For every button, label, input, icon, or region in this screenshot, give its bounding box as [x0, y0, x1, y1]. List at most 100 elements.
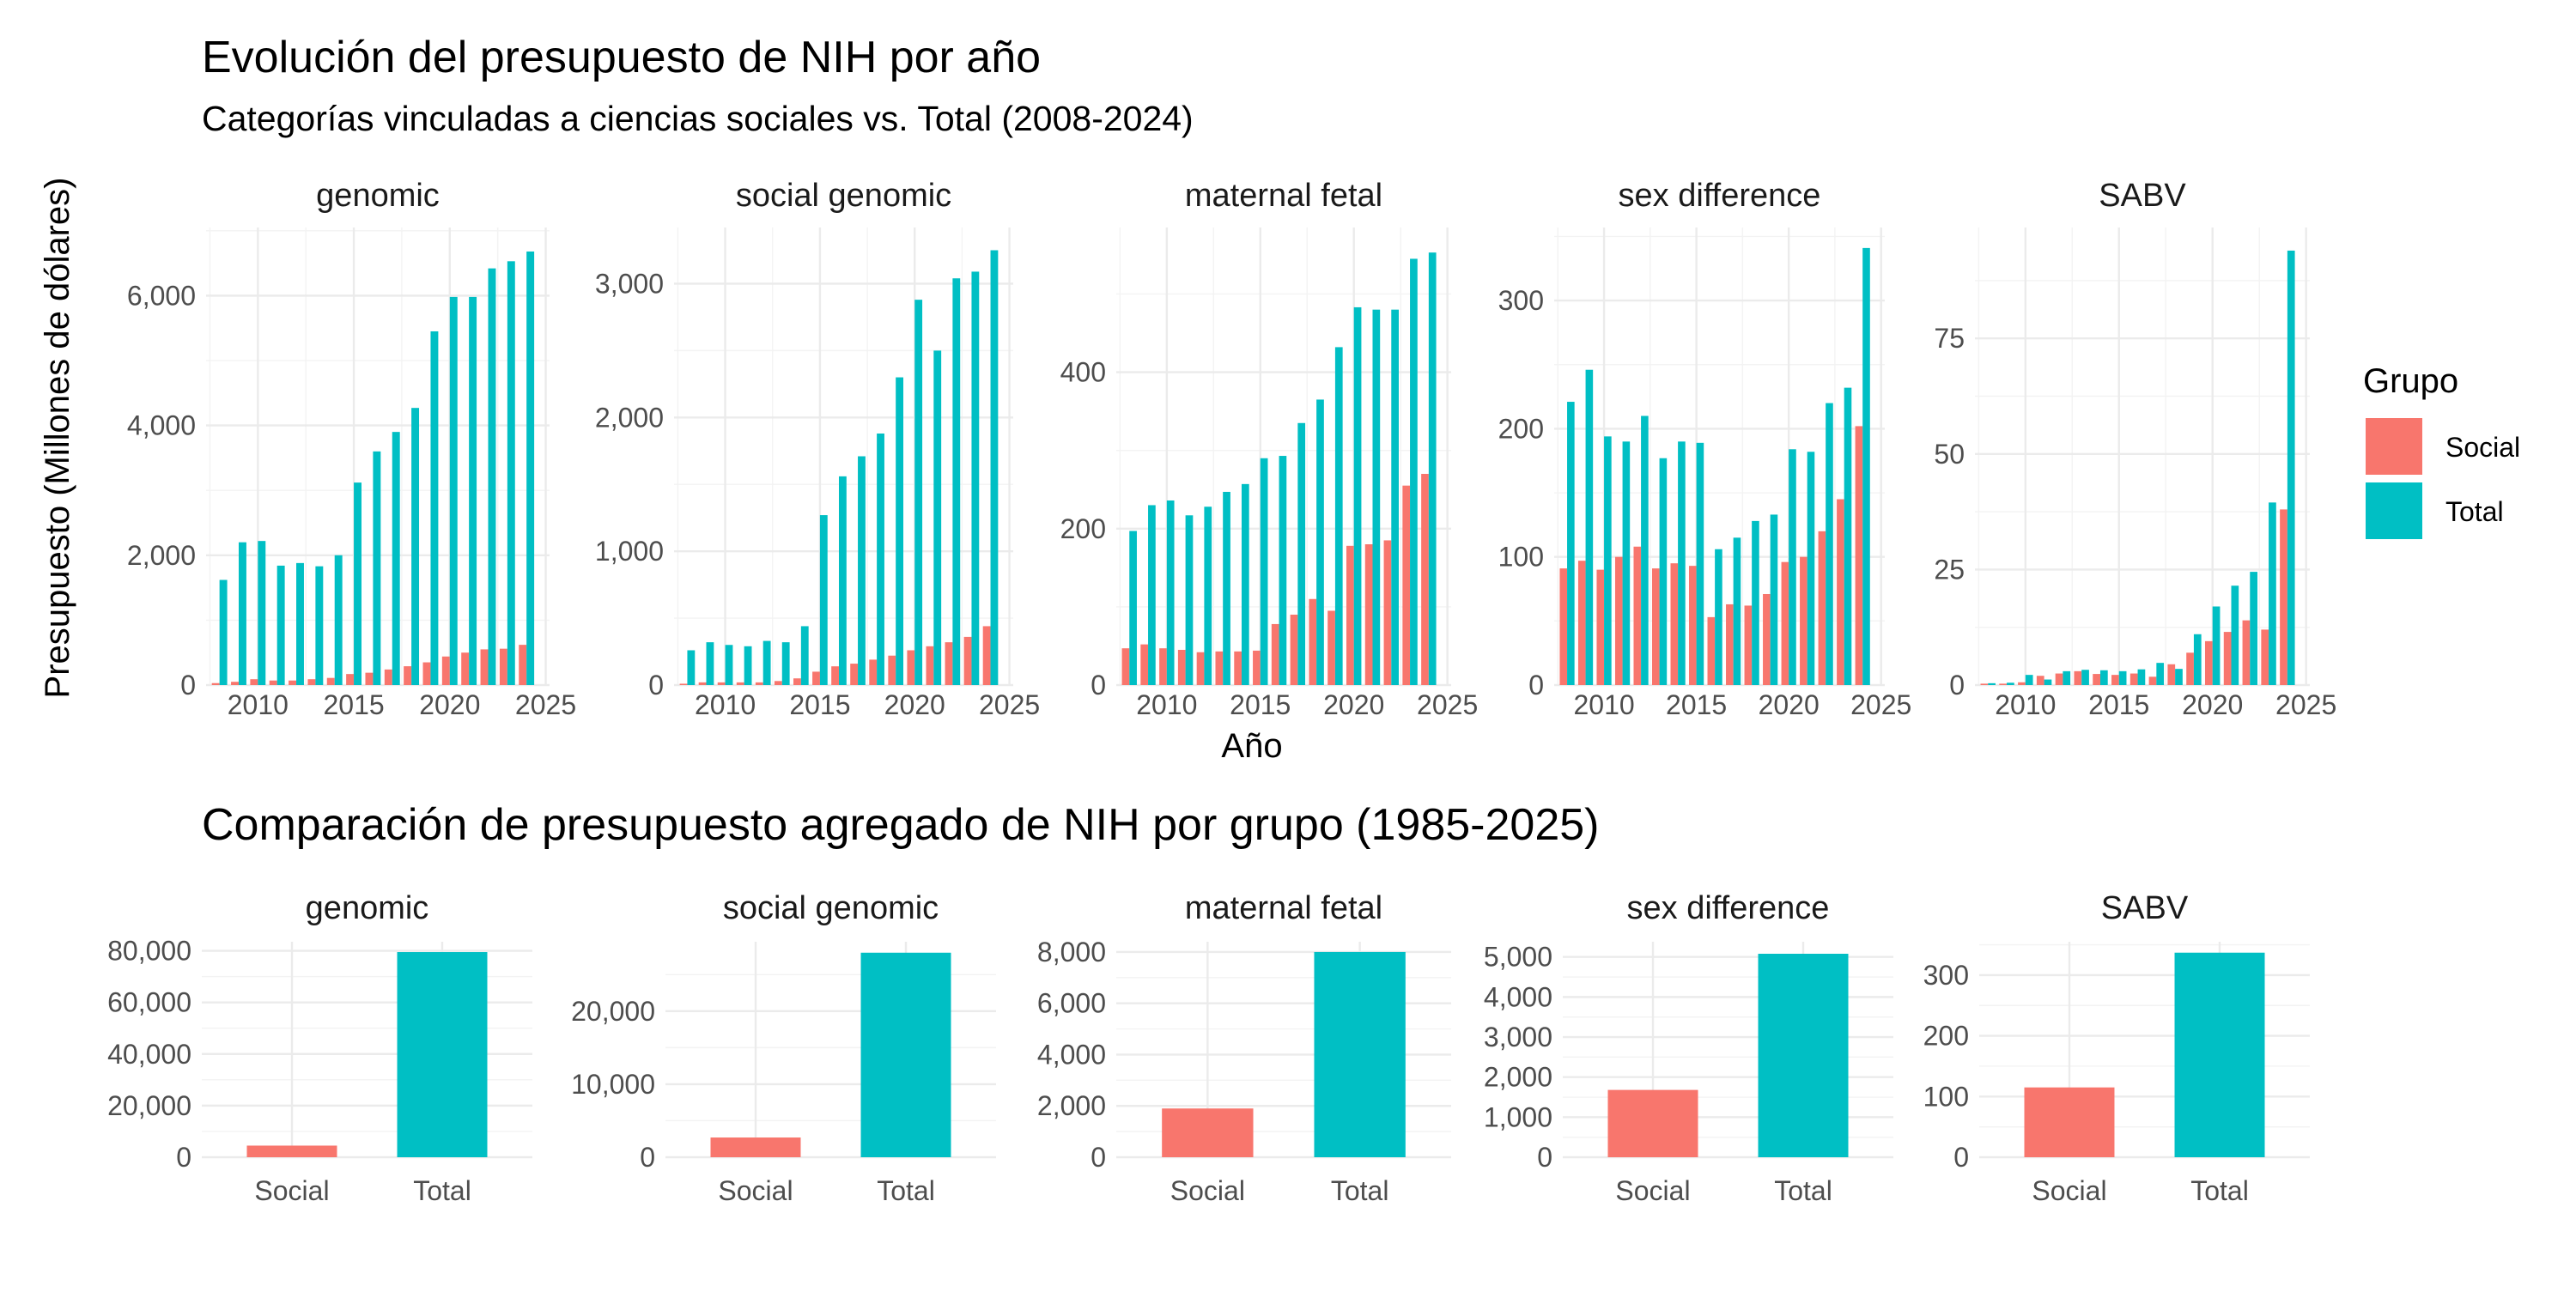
bar-social-2015 — [346, 674, 355, 685]
y-tick-label: 20,000 — [107, 1090, 191, 1121]
bar-social-2013 — [1215, 651, 1224, 685]
bar-total-2008 — [1567, 402, 1575, 685]
x-tick-label: 2015 — [1230, 689, 1291, 720]
bar-social-2018 — [404, 666, 412, 685]
aggregate-bar-total — [1314, 951, 1406, 1157]
x-tick-label: 2015 — [323, 689, 384, 720]
x-tick-label: 2010 — [1573, 689, 1634, 720]
y-tick-label: 6,000 — [127, 280, 196, 311]
x-tick-label: 2015 — [789, 689, 850, 720]
y-tick-label: 80,000 — [107, 936, 191, 967]
bar-total-2021 — [2231, 585, 2239, 685]
bar-social-2023 — [1837, 499, 1844, 685]
x-tick-label: Social — [1170, 1175, 1245, 1206]
bar-social-2010 — [250, 679, 258, 685]
bar-total-2016 — [2137, 669, 2146, 685]
bar-social-2015 — [1689, 566, 1697, 685]
bar-social-2012 — [1196, 652, 1205, 685]
y-axis-title: Presupuesto (Millones de dólares) — [39, 178, 76, 699]
x-tick-label: Social — [718, 1175, 793, 1206]
bar-total-2016 — [838, 476, 847, 685]
bar-total-2009 — [706, 642, 714, 685]
y-tick-label: 200 — [1060, 513, 1106, 544]
y-tick-label: 0 — [1949, 670, 1965, 701]
bar-total-2019 — [1770, 514, 1778, 685]
bar-total-2020 — [914, 300, 923, 685]
bar-total-2015 — [2118, 670, 2127, 685]
aggregate-bar-social — [1607, 1089, 1698, 1157]
bar-social-2021 — [1800, 556, 1807, 685]
bar-social-2021 — [1364, 544, 1373, 685]
bar-social-2008 — [679, 683, 688, 685]
bar-total-2009 — [2007, 682, 2014, 685]
bar-social-2023 — [499, 648, 507, 685]
y-tick-label: 2,000 — [1037, 1090, 1106, 1121]
bar-total-2014 — [2099, 670, 2108, 685]
y-tick-label: 40,000 — [107, 1039, 191, 1070]
bar-social-2014 — [793, 678, 801, 685]
y-tick-label: 4,000 — [127, 410, 196, 441]
bar-total-2008 — [1988, 682, 1996, 685]
bar-social-2020 — [441, 656, 450, 685]
facet-strip-label: social genomic — [736, 178, 951, 214]
y-tick-label: 8,000 — [1037, 937, 1106, 967]
bar-social-2009 — [698, 682, 707, 685]
x-tick-label: Social — [254, 1175, 329, 1206]
bar-social-2016 — [2129, 673, 2138, 685]
y-tick-label: 6,000 — [1037, 988, 1106, 1019]
bar-social-2022 — [480, 649, 489, 685]
bar-total-2011 — [1185, 515, 1194, 685]
bar-social-2014 — [1670, 563, 1679, 685]
bar-social-2017 — [1726, 604, 1734, 685]
x-tick-label: 2025 — [1417, 689, 1478, 720]
bar-total-2020 — [449, 296, 458, 685]
bar-social-2021 — [2223, 632, 2232, 685]
aggregate-facet-maternal-fetal: 0 2,000 4,000 6,000 8,000 Social Total maternal… — [1037, 890, 1451, 1206]
bar-social-2020 — [1346, 545, 1354, 685]
y-tick-label: 2,000 — [127, 540, 196, 571]
bar-total-2017 — [392, 432, 400, 685]
bar-social-2011 — [1177, 650, 1186, 685]
y-tick-label: 2,000 — [595, 402, 664, 433]
bar-total-2014 — [1241, 483, 1249, 685]
bar-social-2012 — [2055, 673, 2063, 685]
y-tick-label: 3,000 — [595, 268, 664, 299]
bar-total-2016 — [1715, 549, 1722, 685]
bar-total-2008 — [687, 650, 696, 685]
bar-social-2019 — [2186, 652, 2194, 685]
facet-strip-label: maternal fetal — [1185, 178, 1382, 214]
bar-total-2020 — [1353, 306, 1362, 685]
y-tick-label: 10,000 — [571, 1069, 655, 1100]
bar-total-2011 — [744, 646, 752, 685]
aggregate-bar-total — [397, 952, 488, 1157]
y-tick-label: 0 — [180, 670, 196, 701]
facet-maternal-fetal: 0 200 400 2010 2015 2020 2025 maternal fetal — [1060, 178, 1479, 720]
bar-social-2020 — [907, 650, 915, 685]
bar-social-2013 — [1651, 568, 1660, 685]
facet-strip-label: SABV — [2101, 890, 2189, 926]
y-tick-label: 75 — [1934, 323, 1965, 354]
bar-total-2017 — [2156, 663, 2165, 685]
aggregate-bar-social — [1162, 1108, 1254, 1157]
bar-total-2019 — [1334, 347, 1343, 685]
aggregate-facet-genomic: 0 20,000 40,000 60,000 80,000 Social Total geno… — [107, 890, 532, 1206]
facet-sex-difference: 0 100 200 300 2010 2015 2020 2025 sex difference — [1498, 178, 1912, 720]
bar-total-2015 — [354, 482, 362, 685]
bar-total-2016 — [1279, 456, 1287, 685]
bar-social-2015 — [2111, 675, 2119, 685]
bar-social-2008 — [1121, 648, 1130, 685]
x-tick-label: 2010 — [1136, 689, 1197, 720]
bar-social-2017 — [384, 669, 392, 685]
y-tick-label: 0 — [1091, 670, 1106, 701]
bar-social-2020 — [1781, 561, 1789, 685]
y-tick-label: 20,000 — [571, 996, 655, 1027]
facet-strip-label: social genomic — [723, 890, 939, 926]
bottom-chart-title: Comparación de presupuesto agregado de N… — [202, 800, 1600, 850]
facet-strip-label: SABV — [2099, 178, 2186, 214]
bar-social-2013 — [307, 679, 316, 685]
bar-total-2015 — [1260, 458, 1268, 685]
bar-social-2012 — [289, 680, 297, 685]
facet-strip-label: genomic — [316, 178, 440, 214]
bar-total-2013 — [315, 566, 324, 685]
